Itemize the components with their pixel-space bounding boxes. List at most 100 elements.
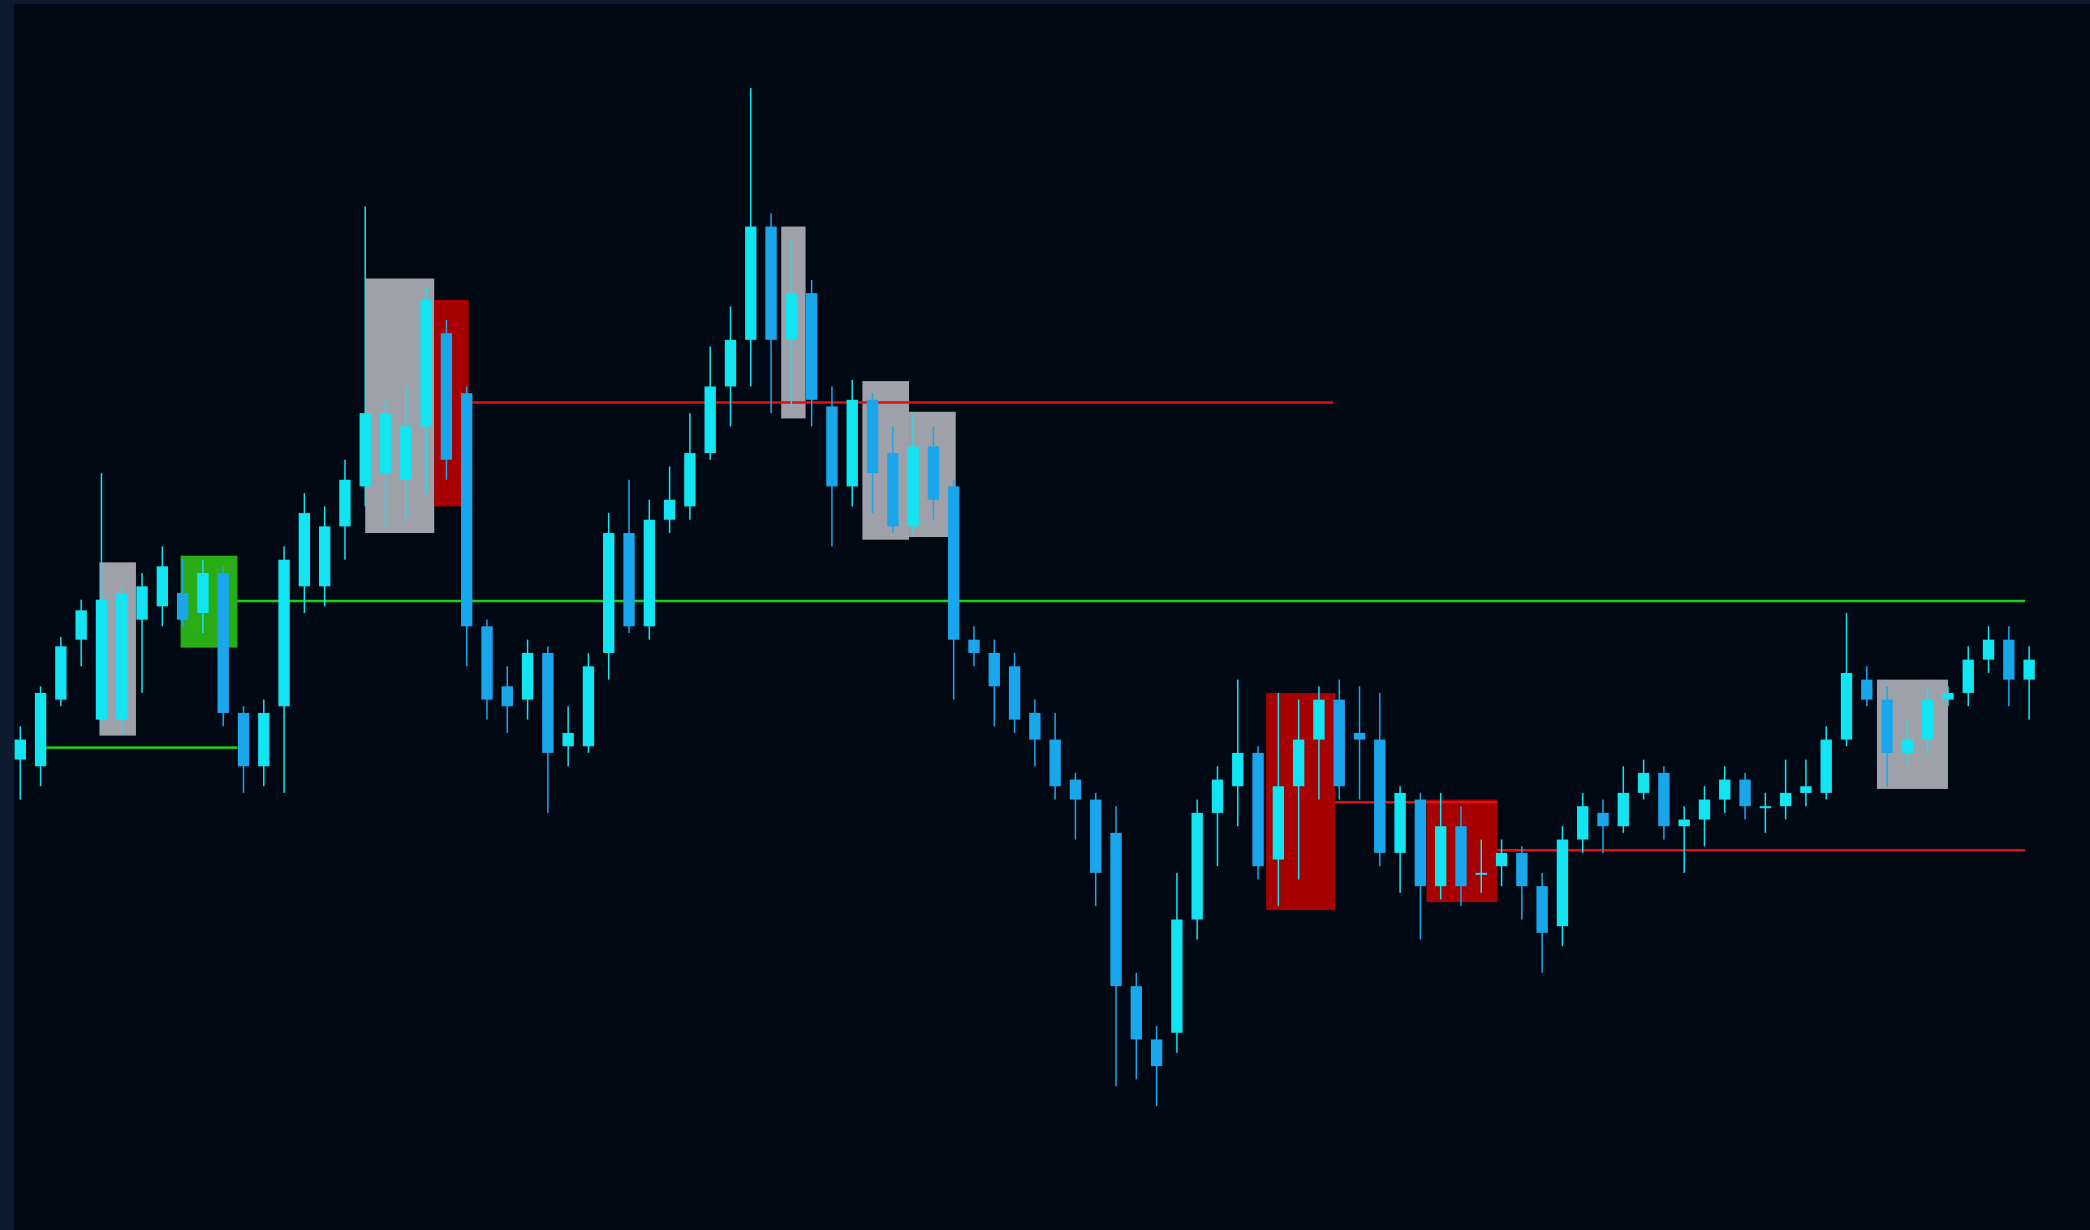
candle-body (1577, 806, 1589, 840)
candle-body (1191, 812, 1203, 920)
candle-body (258, 712, 270, 767)
candle-body (339, 479, 351, 527)
candle-body (1800, 786, 1812, 793)
candle-body (745, 226, 757, 340)
candle-body (1719, 779, 1731, 800)
left-border (0, 0, 14, 1230)
candle-body (1658, 772, 1670, 827)
candle-body (1313, 699, 1325, 740)
candle-body (278, 559, 290, 707)
candle-body (1150, 1039, 1163, 1067)
candle-body (2003, 639, 2015, 680)
candle-body (1779, 792, 1792, 807)
candle-body (684, 453, 696, 507)
candle-body (1759, 806, 1772, 809)
candle-body (217, 573, 229, 713)
candle-body (643, 519, 656, 627)
candle-body (1982, 639, 1995, 660)
candle-body (197, 573, 209, 614)
candle-body (237, 712, 250, 767)
candle-body (1455, 826, 1467, 887)
candle-body (1008, 666, 1021, 720)
candle-body (1820, 739, 1832, 793)
candle-body (75, 610, 87, 640)
candle-body (1556, 839, 1569, 927)
candle-body (968, 639, 980, 653)
candle-body (461, 393, 473, 627)
candle-body (136, 586, 148, 620)
candle-body (785, 293, 798, 340)
candle-body (1962, 659, 1974, 693)
candle-body (420, 299, 432, 427)
top-border (0, 0, 2090, 4)
candle-body (176, 593, 189, 620)
candle-body (1921, 699, 1934, 740)
candle-body (501, 686, 513, 707)
candle-body (298, 513, 311, 587)
candle-body (1901, 739, 1914, 753)
candle-body (2023, 659, 2035, 680)
candle-body (14, 739, 26, 760)
candle-body (1414, 799, 1427, 887)
candle-body (55, 646, 67, 700)
zone (180, 555, 238, 648)
candle-body (1739, 779, 1751, 807)
candle-body (1475, 872, 1487, 875)
candle-body (1434, 826, 1447, 887)
candle-body (318, 526, 331, 587)
candle-body (1029, 712, 1041, 740)
candle-body (542, 652, 554, 753)
candle-body (1292, 739, 1305, 787)
candle-body (1374, 739, 1386, 853)
candle-body (116, 593, 128, 720)
candle-body (1637, 772, 1650, 793)
candle-body (1130, 986, 1142, 1040)
candle-body (907, 446, 919, 527)
candle-body (1394, 792, 1406, 853)
candle-body (887, 453, 899, 527)
candle-body (481, 626, 493, 700)
candle-body (948, 486, 960, 640)
candle-body (1942, 692, 1954, 700)
candle-body (1049, 739, 1061, 787)
candle-body (1272, 786, 1285, 860)
candle-body (1090, 799, 1102, 873)
candle-body (724, 339, 737, 387)
candle-body (1110, 832, 1122, 987)
candle-body (988, 652, 1000, 687)
candle-body (359, 413, 371, 487)
candle-body (603, 533, 615, 653)
candle-body (156, 566, 169, 607)
candle-body (562, 732, 574, 747)
candle-body (1516, 852, 1528, 887)
candle-body (866, 399, 879, 474)
candle-body (1597, 812, 1609, 827)
candle-body (34, 692, 47, 767)
candle-body (1171, 919, 1183, 1033)
candle-body (1840, 672, 1853, 740)
candle-body (1861, 679, 1873, 700)
candle-body (1495, 852, 1508, 867)
candle-body (826, 406, 838, 487)
candle-body (400, 426, 412, 480)
candle-body (379, 413, 392, 474)
candle-body (582, 666, 595, 747)
candle-body (623, 533, 635, 627)
candle-body (440, 333, 453, 460)
candle-body (846, 399, 858, 487)
candle-body (1698, 799, 1711, 820)
candle-body (1353, 732, 1366, 740)
candle-body (1069, 779, 1082, 800)
candle-body (95, 599, 108, 720)
candle-body (765, 226, 777, 340)
candle-body (1617, 792, 1629, 827)
candle-body (927, 446, 940, 500)
candle-body (1211, 779, 1224, 813)
candle-body (521, 652, 534, 700)
candle-body (1232, 752, 1244, 787)
candle-body (1881, 699, 1893, 753)
candle-body (663, 499, 676, 520)
